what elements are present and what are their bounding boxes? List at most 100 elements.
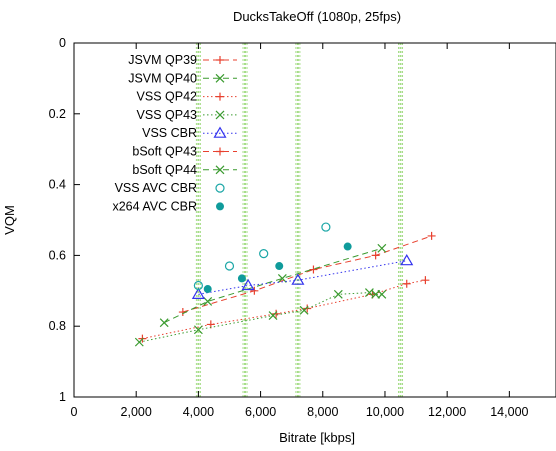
legend-marker — [215, 183, 225, 193]
legend-label: VSS AVC CBR — [115, 181, 197, 195]
marker-triangle — [241, 278, 255, 291]
series-vss-avc-cbr — [193, 222, 331, 291]
marker-x — [215, 110, 225, 120]
marker-x — [215, 165, 225, 175]
marker-triangle — [400, 254, 414, 266]
marker-circle-open — [215, 183, 225, 193]
plot-frame — [73, 42, 556, 398]
legend-marker — [216, 56, 224, 64]
marker-x — [268, 311, 278, 321]
vertical-band — [195, 43, 201, 397]
marker-triangle — [213, 126, 227, 138]
y-tick-label: 0.6 — [49, 248, 66, 262]
y-tick-label: 0.2 — [49, 107, 66, 121]
data-point — [321, 222, 331, 232]
series-x264-avc-cbr — [203, 242, 352, 294]
chart-title: DucksTakeOff (1080p, 25fps) — [233, 9, 401, 24]
legend-marker — [215, 110, 225, 120]
marker-x — [134, 337, 144, 347]
legend-marker — [216, 92, 224, 101]
data-point — [364, 288, 374, 297]
legend-entry: JSVM QP40 — [128, 71, 237, 85]
data-point — [277, 273, 287, 283]
marker-x — [371, 289, 381, 299]
marker-plus — [402, 279, 411, 288]
data-point — [291, 273, 305, 285]
data-point — [303, 304, 312, 313]
data-point — [193, 325, 203, 335]
data-point — [371, 289, 381, 299]
data-point — [333, 289, 343, 299]
marker-circle-filled — [275, 262, 284, 271]
data-point — [377, 243, 387, 253]
marker-x — [333, 289, 343, 299]
legend-entry: JSVM QP39 — [128, 53, 237, 67]
series-line — [163, 247, 383, 324]
marker-circle-open — [224, 261, 235, 271]
data-point — [237, 274, 246, 283]
marker-plus — [216, 147, 224, 156]
marker-plus — [272, 309, 281, 318]
series-vss-qp43 — [134, 288, 387, 347]
data-point — [309, 265, 318, 274]
data-point — [400, 254, 414, 266]
y-axis-label: VQM — [2, 205, 17, 235]
legend-entry: VSS QP42 — [137, 90, 237, 104]
marker-plus — [216, 92, 224, 101]
series-vss-qp42 — [138, 276, 430, 343]
x-tick-label: 12,000 — [428, 405, 466, 419]
data-point — [268, 311, 278, 321]
data-point — [275, 262, 284, 271]
series-line — [198, 260, 407, 295]
legend-entry: bSoft QP44 — [132, 163, 237, 177]
series-line — [142, 279, 426, 340]
marker-x — [364, 288, 374, 297]
data-point — [134, 337, 144, 347]
x-tick-label: 0 — [71, 405, 78, 419]
data-point — [203, 296, 213, 306]
legend-label: x264 AVC CBR — [112, 199, 197, 213]
legend-marker — [215, 165, 225, 175]
marker-plus — [216, 56, 224, 64]
marker-triangle — [291, 273, 305, 285]
marker-plus — [427, 231, 436, 240]
data-point — [241, 278, 255, 291]
marker-x — [299, 305, 309, 315]
data-point — [377, 289, 387, 299]
series-jsvm-qp39 — [178, 231, 436, 317]
series-jsvm-qp40 — [159, 243, 387, 328]
y-tick-label: 0.8 — [49, 319, 66, 333]
marker-plus — [309, 265, 318, 274]
marker-x — [377, 243, 387, 253]
marker-plus — [421, 276, 430, 285]
data-point — [203, 285, 212, 294]
legend-marker — [216, 147, 224, 156]
axis-ticks: 0 2,000 4,000 6,000 8,000 10,000 12,000 14,000 0… — [49, 36, 529, 419]
data-point — [224, 261, 235, 271]
x-tick-label: 10,000 — [366, 405, 404, 419]
data-point — [299, 305, 309, 315]
marker-circle-open — [193, 280, 203, 291]
legend-marker — [213, 126, 227, 138]
series-line — [139, 292, 382, 343]
data-point — [343, 242, 352, 251]
marker-plus — [303, 304, 312, 313]
legend-marker — [216, 202, 224, 211]
data-point — [250, 286, 259, 295]
data-point — [272, 309, 281, 318]
marker-x — [159, 318, 169, 328]
x-tick-label: 6,000 — [245, 405, 276, 419]
legend-label: VSS CBR — [142, 126, 197, 140]
marker-circle-filled — [216, 202, 224, 211]
marker-x — [377, 289, 387, 299]
data-point — [191, 287, 205, 299]
data-point — [159, 318, 169, 328]
marker-circle-filled — [343, 242, 352, 251]
x-tick-label: 8,000 — [307, 405, 338, 419]
legend-label: VSS QP42 — [137, 90, 197, 104]
legend: JSVM QP39 JSVM QP40 VSS QP42 VSS QP43 VSS CB… — [112, 53, 237, 213]
y-tick-label: 0.4 — [49, 178, 66, 192]
vertical-band — [295, 43, 301, 397]
vertical-band — [242, 43, 248, 397]
